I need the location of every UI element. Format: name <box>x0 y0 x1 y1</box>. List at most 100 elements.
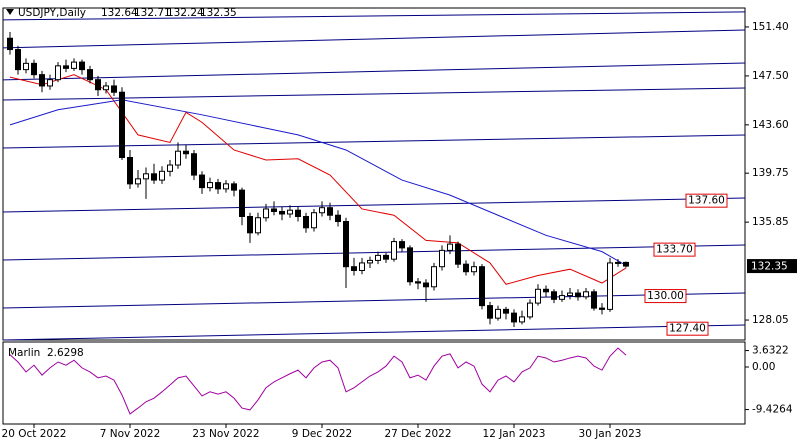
candle-body <box>287 209 293 215</box>
price-annotation-box <box>685 193 728 208</box>
candle-body <box>303 215 309 229</box>
candle-body <box>79 61 85 71</box>
close-value: 132.35 <box>200 7 237 19</box>
candle-body <box>359 262 365 271</box>
channel-line <box>2 292 746 309</box>
y-tick-label: 143.60 <box>752 119 789 131</box>
candle-body <box>599 307 605 310</box>
current-price-label: 132.35 <box>751 261 788 273</box>
candle-body <box>127 156 133 185</box>
candle-body <box>383 254 389 260</box>
candle-body <box>263 208 269 219</box>
y-tick-label: 135.85 <box>752 216 789 228</box>
current-price-box <box>747 259 797 274</box>
indicator-value: 2.6298 <box>47 347 84 359</box>
x-tick-label: 9 Dec 2022 <box>292 428 352 440</box>
candle-body <box>167 164 173 172</box>
candle-body <box>23 62 29 71</box>
candle-body <box>111 85 117 93</box>
x-tick-label: 12 Jan 2023 <box>483 428 546 440</box>
candle-body <box>455 243 461 265</box>
price-annotation-label: 133.70 <box>656 244 693 256</box>
candle-body <box>367 259 373 264</box>
x-tick-label: 23 Nov 2022 <box>192 428 259 440</box>
candle-body <box>535 288 541 304</box>
candle-body <box>583 291 589 298</box>
x-tick-label: 7 Nov 2022 <box>100 428 161 440</box>
chart-title: USDJPY,Daily <box>18 7 86 19</box>
candle-body <box>7 37 13 51</box>
candle-body <box>615 261 621 264</box>
candle-body <box>207 182 213 189</box>
candle-body <box>511 312 517 323</box>
y-tick-label: 0.00 <box>752 361 775 373</box>
channel-line <box>2 87 746 101</box>
indicator-panel-frame <box>2 341 746 425</box>
y-tick-label: 147.50 <box>752 70 789 82</box>
price-annotation-label: 137.60 <box>688 195 725 207</box>
candle-body <box>63 65 69 69</box>
candle-body <box>327 207 333 216</box>
candle-body <box>295 209 301 217</box>
candle-body <box>215 182 221 190</box>
channel-line <box>2 62 746 81</box>
candle-body <box>351 266 357 271</box>
candle-body <box>271 208 277 212</box>
candle-body <box>423 282 429 288</box>
candle-body <box>31 62 37 76</box>
y-tick-label: 139.75 <box>752 167 789 179</box>
candle-body <box>95 79 101 91</box>
candle-body <box>591 291 597 309</box>
channel-line <box>2 197 746 213</box>
candle-body <box>311 212 317 229</box>
candle-body <box>407 247 413 283</box>
candle-body <box>199 174 205 189</box>
candle-body <box>119 91 125 158</box>
price-annotation-label: 130.00 <box>647 290 684 302</box>
y-tick-label: 128.05 <box>752 314 789 326</box>
x-tick-label: 20 Oct 2022 <box>2 428 67 440</box>
candle-body <box>575 292 581 298</box>
candle-body <box>183 150 189 155</box>
candle-body <box>487 305 493 319</box>
candle-body <box>47 79 53 87</box>
candle-body <box>239 189 245 217</box>
candle-body <box>191 153 197 176</box>
candle-body <box>343 221 349 268</box>
y-tick-label: 3.6322 <box>752 345 789 357</box>
menu-triangle <box>6 9 14 15</box>
candle-body <box>39 74 45 87</box>
high-value: 132.71 <box>134 7 171 19</box>
candle-body <box>479 266 485 307</box>
price-annotation-box <box>653 242 696 257</box>
candle-body <box>223 183 229 190</box>
channel-line <box>2 324 746 341</box>
channel-line <box>2 29 746 49</box>
candle-body <box>495 308 501 319</box>
candle-body <box>607 262 613 310</box>
candle-body <box>319 207 325 214</box>
indicator-line <box>9 347 627 415</box>
candle-body <box>415 281 421 284</box>
candle-body <box>503 308 509 314</box>
candle-body <box>623 261 629 267</box>
price-annotation-label: 127.40 <box>669 323 706 335</box>
candle-body <box>551 291 557 300</box>
candle-body <box>255 217 261 234</box>
candle-body <box>375 254 381 261</box>
candle-body <box>431 266 437 288</box>
x-tick-label: 30 Jan 2023 <box>579 428 642 440</box>
candle-body <box>391 241 397 260</box>
candle-body <box>279 210 285 215</box>
candle-body <box>447 243 453 251</box>
candle-body <box>151 173 157 181</box>
main-panel-frame <box>2 7 746 341</box>
moving-average <box>9 99 627 266</box>
candle-body <box>15 49 21 71</box>
candle-body <box>543 288 549 293</box>
candle-body <box>463 263 469 273</box>
moving-average <box>9 74 627 285</box>
channel-line <box>2 244 746 261</box>
